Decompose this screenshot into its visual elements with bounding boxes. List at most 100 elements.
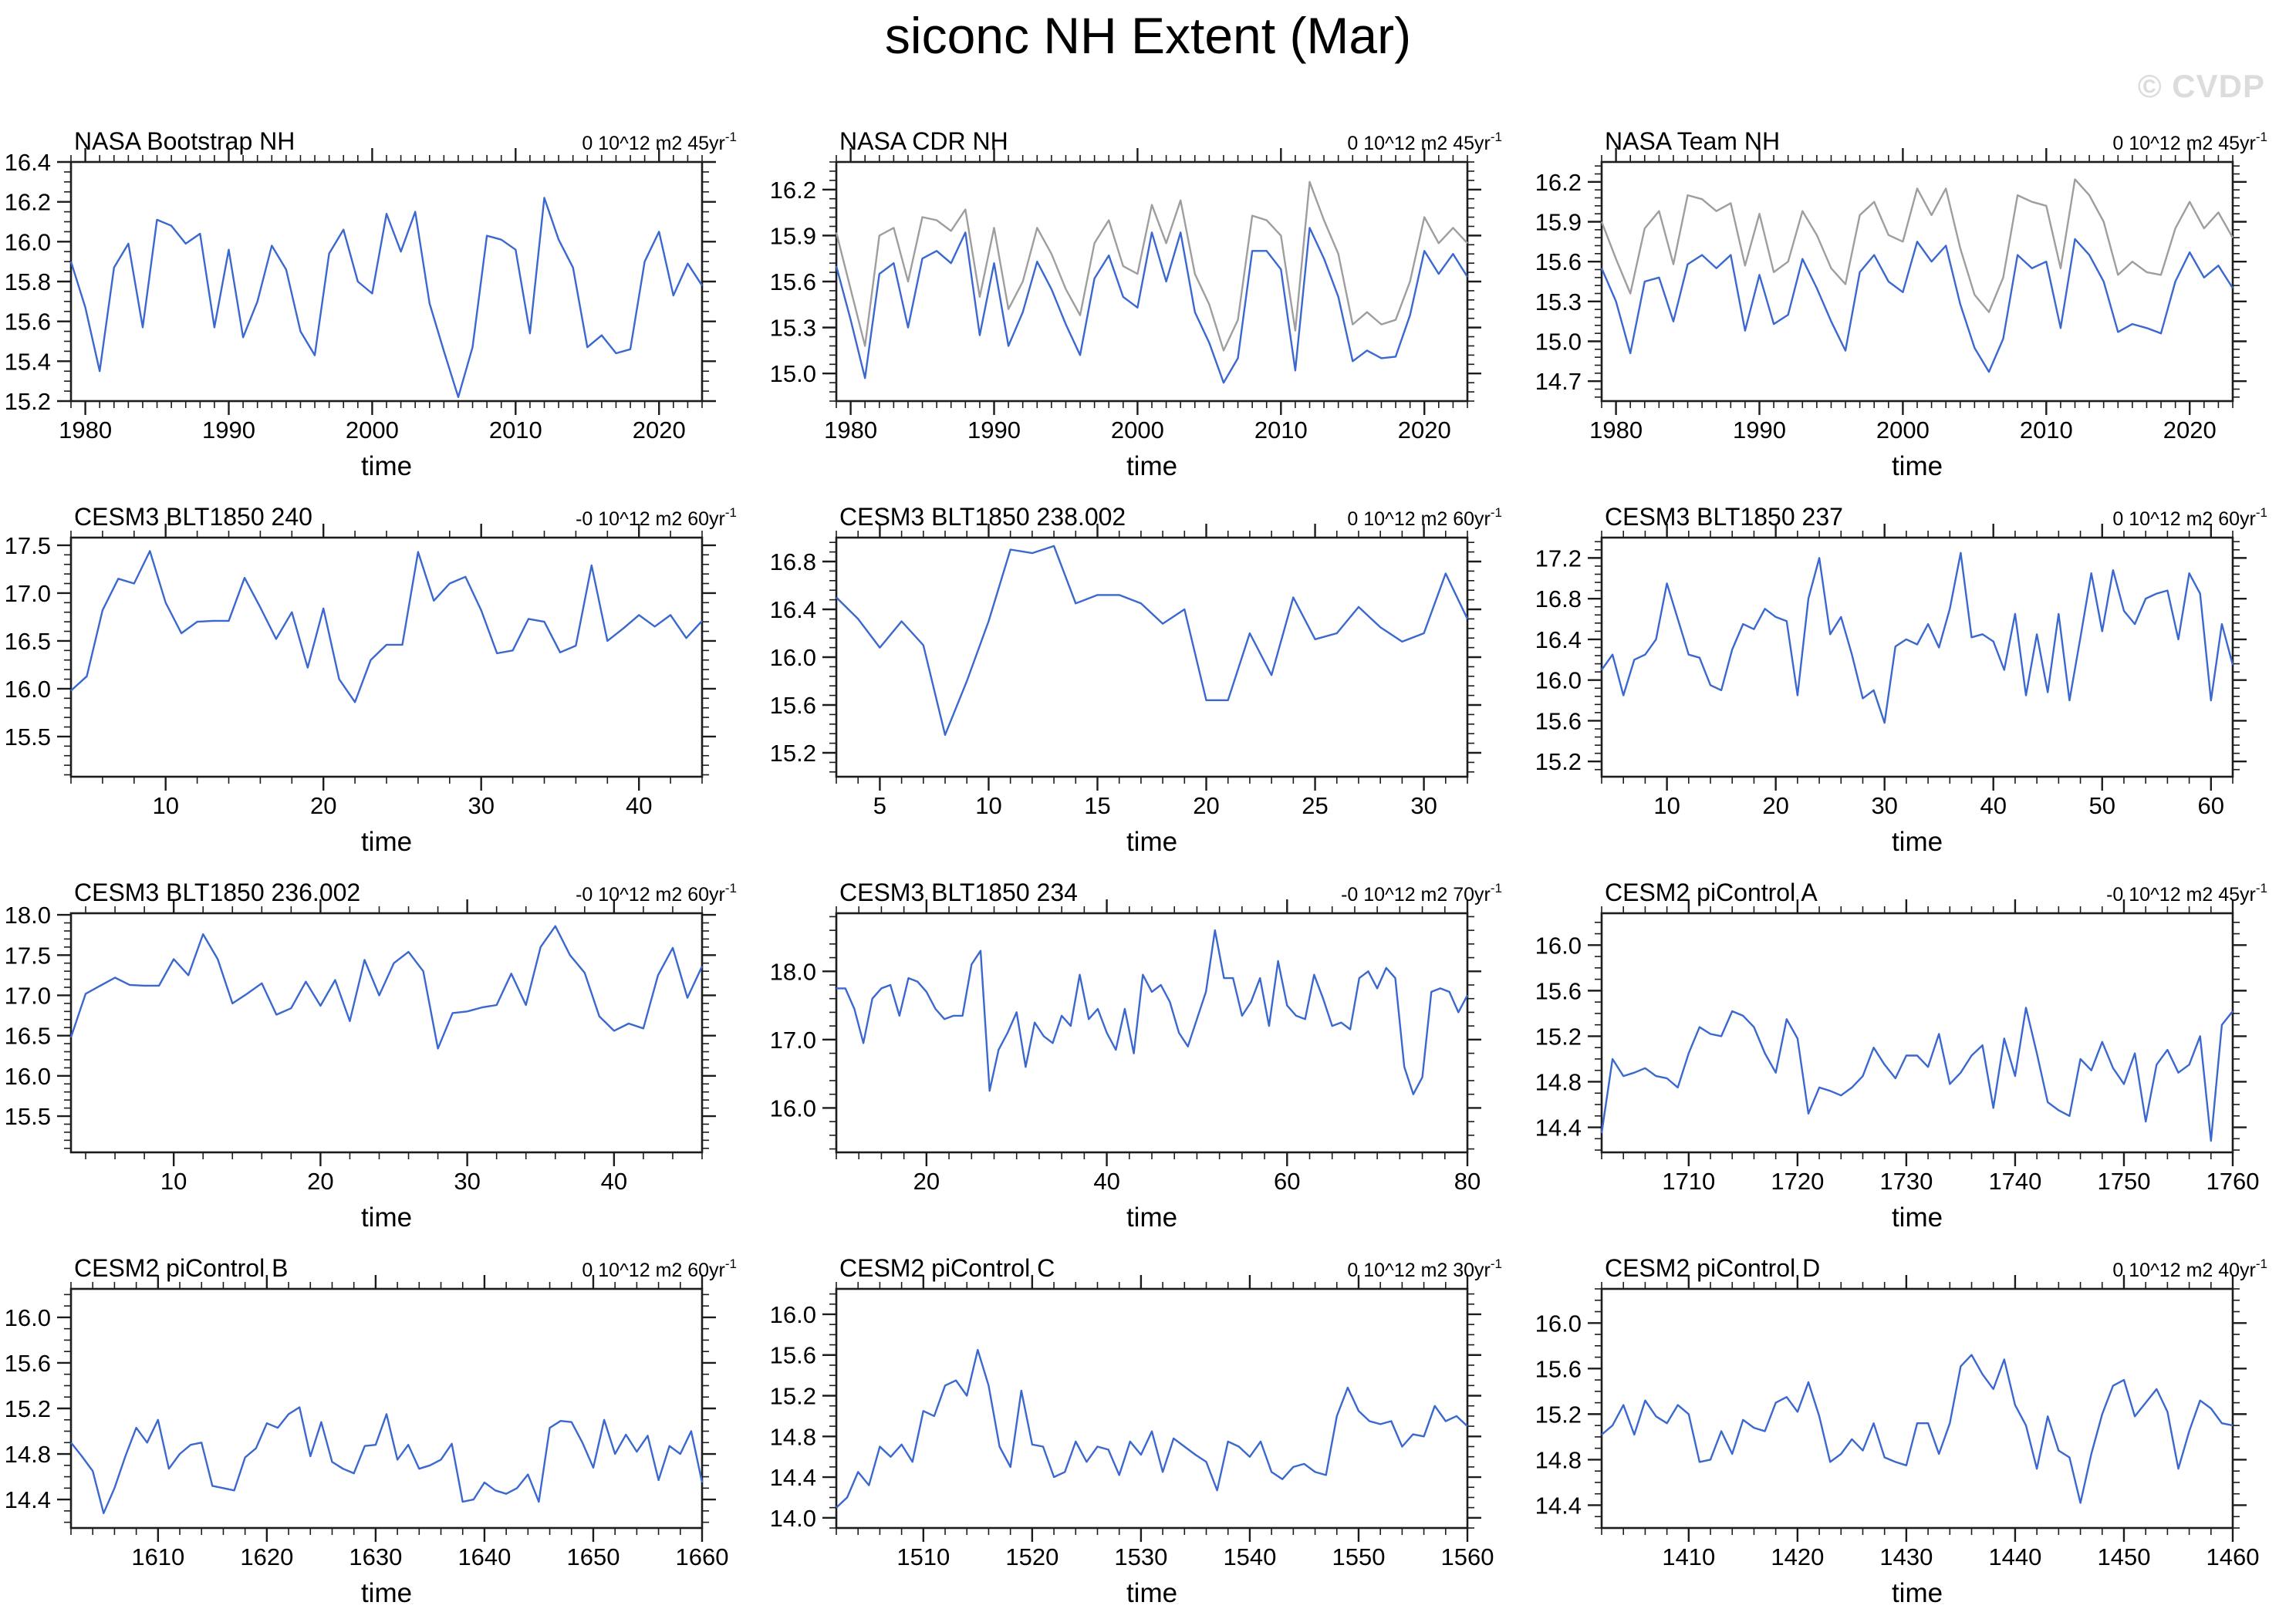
plot-frame: [69, 912, 704, 1154]
y-tick-label: 15.5: [5, 1103, 51, 1130]
panel-title: CESM2 piControl D: [1605, 1254, 1820, 1282]
x-tick-label: 50: [2089, 792, 2115, 819]
x-tick-label: 60: [1274, 1168, 1300, 1195]
x-tick-label: 25: [1302, 792, 1328, 819]
series-line-primary: [1601, 551, 2234, 724]
x-tick-label: 10: [152, 792, 178, 819]
y-tick-label: 15.2: [5, 388, 51, 415]
series-line-primary: [1600, 1007, 2234, 1142]
x-tick-label: 40: [601, 1168, 627, 1195]
time-axis-label: time: [361, 451, 412, 481]
time-axis-label: time: [361, 1202, 412, 1233]
y-tick-label: 15.6: [770, 692, 816, 719]
x-tick-label: 5: [873, 792, 886, 819]
x-tick-label: 1740: [1988, 1168, 2041, 1195]
panel-title: CESM3 BLT1850 236.002: [74, 879, 360, 906]
x-tick-label: 2020: [2163, 417, 2217, 444]
trend-label: 0 10^12 m2 45yr-1: [582, 130, 737, 154]
y-tick-label: 17.0: [5, 982, 51, 1009]
panel-title: NASA Bootstrap NH: [74, 127, 295, 155]
y-tick-label: 14.8: [1535, 1446, 1582, 1473]
y-tick-label: 15.6: [5, 309, 51, 336]
x-tick-label: 30: [468, 792, 494, 819]
x-tick-label: 1540: [1223, 1543, 1276, 1570]
y-tick-label: 16.0: [1535, 932, 1582, 959]
y-tick-label: 15.2: [1535, 1023, 1582, 1050]
x-tick-label: 30: [1410, 792, 1437, 819]
series-line-primary: [836, 545, 1469, 736]
y-tick-label: 15.2: [5, 1395, 51, 1422]
x-tick-label: 1460: [2207, 1543, 2260, 1570]
y-tick-label: 15.6: [770, 1342, 816, 1369]
y-tick-label: 16.0: [5, 228, 51, 255]
x-tick-label: 20: [913, 1168, 940, 1195]
x-tick-label: 15: [1084, 792, 1110, 819]
series-line-primary: [69, 925, 704, 1050]
y-tick-label: 15.3: [770, 315, 816, 342]
y-tick-label: 16.0: [5, 1063, 51, 1090]
x-tick-label: 1530: [1114, 1543, 1167, 1570]
x-tick-label: 1610: [131, 1543, 184, 1570]
y-tick-label: 16.2: [5, 189, 51, 216]
trend-label: -0 10^12 m2 45yr-1: [2106, 881, 2267, 906]
y-tick-label: 15.2: [1535, 748, 1582, 775]
y-tick-label: 16.0: [1535, 1310, 1582, 1337]
y-tick-label: 16.4: [5, 149, 51, 176]
y-tick-label: 14.8: [770, 1423, 816, 1450]
plot-frame: [1600, 912, 2234, 1154]
time-axis-label: time: [1892, 1202, 1943, 1233]
panel-title: CESM3 BLT1850 234: [839, 879, 1078, 906]
time-axis-label: time: [1892, 827, 1943, 857]
y-tick-label: 16.0: [1535, 667, 1582, 694]
plot-frame: [835, 536, 1469, 778]
x-tick-label: 1420: [1771, 1543, 1824, 1570]
x-tick-label: 2000: [346, 417, 399, 444]
x-tick-label: 2020: [633, 417, 686, 444]
x-tick-label: 1710: [1662, 1168, 1715, 1195]
y-tick-label: 15.9: [1535, 209, 1582, 236]
y-tick-label: 16.2: [1535, 169, 1582, 196]
plot-frame: [1600, 536, 2234, 778]
x-tick-label: 1980: [59, 417, 112, 444]
y-tick-label: 15.2: [770, 1383, 816, 1410]
y-tick-label: 18.0: [770, 958, 816, 985]
y-tick-label: 14.4: [1535, 1492, 1582, 1519]
y-tick-label: 17.2: [1535, 545, 1582, 572]
x-tick-label: 2010: [2020, 417, 2073, 444]
series-line-primary: [1601, 1354, 2234, 1504]
x-tick-label: 1550: [1332, 1543, 1385, 1570]
cvdp-watermark: © CVDP: [2137, 68, 2265, 104]
y-tick-label: 15.3: [1535, 288, 1582, 315]
trend-label: 0 10^12 m2 30yr-1: [1347, 1256, 1502, 1281]
y-tick-label: 15.6: [1535, 707, 1582, 734]
y-tick-label: 15.6: [1535, 977, 1582, 1004]
time-axis-label: time: [1892, 451, 1943, 481]
y-tick-label: 16.0: [770, 644, 816, 671]
y-tick-label: 16.4: [770, 596, 816, 623]
trend-label: 0 10^12 m2 40yr-1: [2112, 1256, 2267, 1281]
x-tick-label: 1430: [1879, 1543, 1933, 1570]
x-tick-label: 1750: [2097, 1168, 2150, 1195]
time-axis-label: time: [361, 1578, 412, 1608]
time-axis-label: time: [1126, 1202, 1177, 1233]
x-tick-label: 20: [1762, 792, 1788, 819]
trend-label: 0 10^12 m2 45yr-1: [1347, 130, 1502, 154]
x-tick-label: 1650: [566, 1543, 620, 1570]
y-tick-label: 15.6: [5, 1350, 51, 1377]
x-tick-label: 10: [1653, 792, 1680, 819]
x-tick-label: 1450: [2097, 1543, 2150, 1570]
y-tick-label: 15.6: [1535, 1355, 1582, 1382]
y-tick-label: 16.0: [770, 1095, 816, 1121]
time-axis-label: time: [1892, 1578, 1943, 1608]
y-tick-label: 16.4: [1535, 626, 1582, 653]
panel-title: NASA CDR NH: [839, 127, 1008, 155]
x-tick-label: 1440: [1988, 1543, 2041, 1570]
series-line-primary: [70, 550, 703, 703]
y-tick-label: 16.0: [770, 1301, 816, 1328]
y-tick-label: 16.2: [770, 177, 816, 204]
y-tick-label: 15.8: [5, 268, 51, 295]
y-tick-label: 14.7: [1535, 368, 1582, 395]
x-tick-label: 1760: [2207, 1168, 2260, 1195]
plot-frame: [835, 160, 1469, 403]
x-tick-label: 1630: [349, 1543, 402, 1570]
